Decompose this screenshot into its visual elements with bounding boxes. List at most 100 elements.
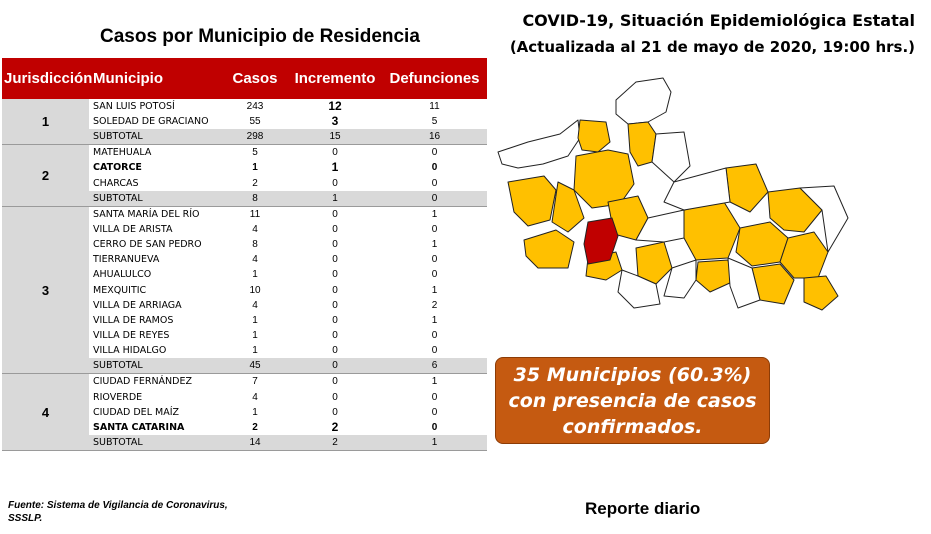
map-municipality-san-luis-potosi (583, 217, 619, 265)
incremento-cell: 0 (332, 406, 338, 418)
municipio-cell: RIOVERDE (93, 391, 143, 403)
header-municipio: Municipio (89, 58, 222, 99)
casos-cell: 55 (249, 116, 261, 128)
incremento-cell: 0 (332, 254, 338, 266)
municipio-cell: AHUALULCO (93, 269, 152, 281)
table-row: 1 SAN LUIS POTOSÍ 243 12 11 (2, 99, 487, 146)
municipio-cell: TIERRANUEVA (93, 254, 160, 266)
map-municipality-cd-maiz (725, 163, 769, 213)
casos-cell: 2 (252, 421, 258, 433)
defunciones-cell: 1 (431, 314, 438, 326)
map-municipality-north (615, 77, 672, 125)
table-row: TIERRANUEVA 4 0 0 (2, 252, 487, 267)
map-municipality-matehuala (627, 121, 657, 167)
municipio-cell: VILLA DE REYES (93, 330, 170, 342)
subtotal-row: SUBTOTAL 8 1 0 (2, 190, 487, 207)
municipio-cell: CERRO DE SAN PEDRO (93, 239, 202, 251)
subtotal-row: SUBTOTAL 14 2 1 (2, 435, 487, 451)
incremento-cell: 0 (332, 208, 338, 220)
header-defunciones: Defunciones (382, 58, 487, 99)
report-title-line1: COVID-19, Situación Epidemiológica Estat… (522, 11, 915, 30)
subtotal-casos: 45 (222, 358, 288, 375)
table-row: AHUALULCO 1 0 0 (2, 267, 487, 282)
table-row: CERRO DE SAN PEDRO 8 0 1 (2, 237, 487, 252)
jurisdiccion-cell: 4 (2, 373, 89, 451)
subtotal-incremento: 1 (288, 190, 382, 207)
incremento-cell: 0 (332, 284, 338, 296)
incremento-cell: 0 (332, 299, 338, 311)
defunciones-cell: 1 (431, 208, 438, 220)
casos-cell: 243 (246, 101, 264, 113)
report-title-line2: (Actualizada al 21 de mayo de 2020, 19:0… (509, 38, 915, 56)
defunciones-cell: 0 (431, 177, 438, 189)
map-municipality-santa-maria (635, 241, 673, 285)
table-row: CATORCE 1 1 0 (2, 160, 487, 175)
defunciones-cell: 1 (431, 284, 438, 296)
table-row: VILLA DE REYES 1 0 0 (2, 328, 487, 343)
incremento-cell: 0 (332, 177, 338, 189)
map-municipality-huasteca-1 (735, 221, 789, 267)
map-municipality-huasteca-4 (803, 275, 839, 311)
casos-cell: 5 (252, 147, 258, 159)
defunciones-cell: 0 (431, 254, 438, 266)
table-row: SOLEDAD DE GRACIANO 55 3 5 (2, 114, 487, 129)
defunciones-cell: 0 (431, 330, 438, 342)
casos-cell: 4 (252, 223, 258, 235)
incremento-cell: 0 (332, 314, 338, 326)
source-line1: Fuente: Sistema de Vigilancia de Coronav… (8, 500, 228, 511)
map-municipality-venado (551, 181, 585, 233)
table-row: VILLA DE ARRIAGA 4 0 2 (2, 298, 487, 313)
map-municipality-white-7 (799, 185, 849, 253)
defunciones-cell: 0 (431, 421, 438, 433)
map-municipality-white-4 (617, 269, 661, 309)
casos-cell: 11 (249, 208, 261, 220)
incremento-cell: 0 (332, 376, 338, 388)
casos-cell: 4 (252, 299, 258, 311)
subtotal-incremento: 0 (288, 358, 382, 375)
map-municipality-huasteca-3 (779, 231, 829, 279)
cases-table: Jurisdicción Municipio Casos Incremento … (2, 58, 487, 451)
state-map (497, 77, 849, 311)
municipio-cell: CIUDAD DEL MAÍZ (93, 406, 180, 418)
header-incremento: Incremento (288, 58, 382, 99)
incremento-cell: 1 (331, 160, 339, 175)
subtotal-casos: 8 (222, 190, 288, 207)
subtotal-label: SUBTOTAL (89, 129, 222, 146)
map-municipality-charcas (507, 175, 557, 227)
table-row: RIOVERDE 4 0 0 (2, 389, 487, 404)
municipio-cell: SOLEDAD DE GRACIANO (93, 116, 209, 128)
defunciones-cell: 0 (431, 269, 438, 281)
map-municipality-white-1 (651, 131, 691, 183)
incremento-cell: 3 (331, 114, 339, 129)
map-municipality-north-2 (497, 119, 581, 169)
table-row: VILLA DE RAMOS 1 0 1 (2, 313, 487, 328)
municipio-cell: MATEHUALA (93, 147, 152, 159)
incremento-cell: 0 (332, 391, 338, 403)
casos-cell: 1 (252, 406, 258, 418)
casos-cell: 10 (249, 284, 261, 296)
defunciones-cell: 1 (431, 239, 438, 251)
defunciones-cell: 0 (431, 391, 438, 403)
defunciones-cell: 5 (431, 116, 438, 128)
table-row: 3 SANTA MARÍA DEL RÍO 11 0 1 (2, 206, 487, 375)
map-municipality-white-6 (727, 257, 761, 309)
jurisdiccion-cell: 2 (2, 144, 89, 207)
incremento-cell: 0 (332, 330, 338, 342)
incremento-cell: 0 (332, 147, 338, 159)
municipio-cell: VILLA DE ARISTA (93, 223, 173, 235)
map-municipality-catorce (577, 119, 611, 153)
incremento-cell: 0 (332, 223, 338, 235)
map-municipality-cd-fernandez (695, 259, 733, 293)
subtotal-row: SUBTOTAL 298 15 16 (2, 129, 487, 146)
defunciones-cell: 0 (431, 162, 438, 174)
defunciones-cell: 0 (431, 223, 438, 235)
municipio-cell: VILLA DE RAMOS (93, 314, 174, 326)
subtotal-defunciones: 0 (382, 190, 487, 207)
incremento-cell: 0 (332, 239, 338, 251)
subtotal-defunciones: 6 (382, 358, 487, 375)
table-row: 2 MATEHUALA 5 0 0 (2, 144, 487, 207)
casos-cell: 1 (252, 330, 258, 342)
municipio-cell: SANTA CATARINA (93, 421, 185, 433)
subtotal-label: SUBTOTAL (89, 190, 222, 207)
subtotal-label: SUBTOTAL (89, 435, 222, 451)
